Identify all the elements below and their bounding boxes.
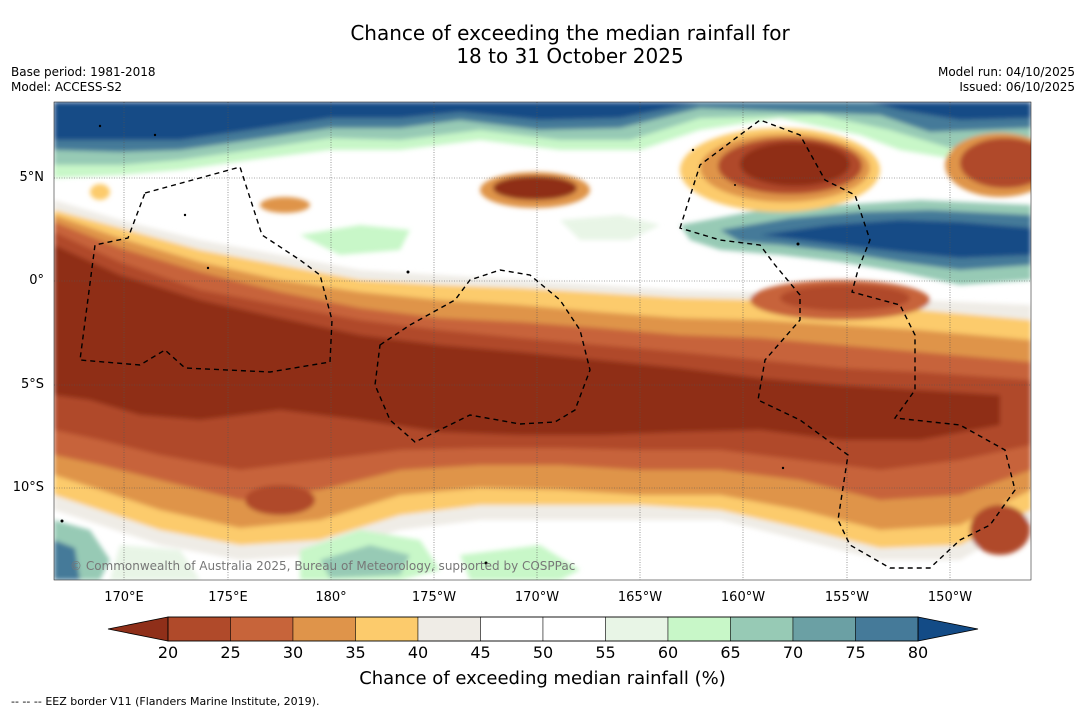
colorbar-tick-label: 75 bbox=[845, 643, 866, 662]
colorbar-extend-low bbox=[107, 616, 169, 642]
colorbar-bin bbox=[230, 616, 294, 642]
colorbar-tick-label: 80 bbox=[907, 643, 929, 662]
colorbar-bin bbox=[605, 616, 669, 642]
colorbar-tick-label: 30 bbox=[282, 643, 304, 662]
model-run-label: Model run: 04/10/2025 bbox=[937, 65, 1075, 79]
colorbar-bin bbox=[855, 616, 919, 642]
lon-label-160w: 160°W bbox=[720, 590, 766, 605]
eez-legend-text: EEZ border V11 (Flanders Marine Institut… bbox=[45, 695, 320, 708]
eez-legend-symbol: -- -- -- bbox=[11, 695, 42, 708]
colorbar-bin bbox=[167, 616, 231, 642]
lon-label-175w: 175°W bbox=[411, 590, 457, 605]
colorbar-tick-label: 70 bbox=[782, 643, 804, 662]
colorbar-bin bbox=[730, 616, 794, 642]
colorbar-bin bbox=[417, 616, 481, 642]
model-label: Model: ACCESS-S2 bbox=[11, 80, 123, 94]
colorbar-bin bbox=[355, 616, 419, 642]
lat-label-0: 0° bbox=[29, 273, 44, 288]
colorbar-bin bbox=[292, 616, 356, 642]
colorbar-bin bbox=[480, 616, 544, 642]
lat-label-10s: 10°S bbox=[12, 480, 44, 495]
colorbar-title: Chance of exceeding median rainfall (%) bbox=[359, 668, 726, 689]
lon-label-170w: 170°W bbox=[514, 590, 560, 605]
colorbar-bin bbox=[792, 616, 856, 642]
rainfall-probability-field bbox=[54, 102, 1031, 580]
colorbar-tick-label: 35 bbox=[345, 643, 366, 662]
colorbar-tick-label: 45 bbox=[470, 643, 491, 662]
map-title-line1: Chance of exceeding the median rainfall … bbox=[350, 21, 790, 45]
colorbar-bin bbox=[667, 616, 731, 642]
colorbar-tick-label: 50 bbox=[532, 643, 554, 662]
lon-label-170e: 170°E bbox=[104, 590, 144, 605]
colorbar-bin bbox=[542, 616, 606, 642]
map-title-line2: 18 to 31 October 2025 bbox=[456, 44, 684, 68]
lon-label-165w: 165°W bbox=[617, 590, 663, 605]
eez-borders bbox=[79, 119, 1016, 569]
colorbar-tick-label: 20 bbox=[157, 643, 179, 662]
lon-label-150w: 150°W bbox=[927, 590, 973, 605]
copyright-credit: © Commonwealth of Australia 2025, Bureau… bbox=[70, 559, 576, 573]
base-period-label: Base period: 1981-2018 bbox=[11, 65, 156, 79]
lat-label-5n: 5°N bbox=[19, 170, 45, 185]
colorbar-tick-label: 65 bbox=[720, 643, 741, 662]
graticule bbox=[54, 102, 1031, 580]
colorbar-tick-label: 25 bbox=[220, 643, 241, 662]
lon-label-180: 180° bbox=[315, 590, 347, 605]
lat-label-5s: 5°S bbox=[20, 377, 44, 392]
issued-label: Issued: 06/10/2025 bbox=[959, 80, 1075, 94]
lon-label-155w: 155°W bbox=[824, 590, 870, 605]
eez-legend: -- -- -- EEZ border V11 (Flanders Marine… bbox=[11, 695, 319, 708]
island-markers bbox=[60, 124, 800, 565]
colorbar-tick-label: 60 bbox=[657, 643, 679, 662]
colorbar-tick-label: 40 bbox=[407, 643, 429, 662]
colorbar-tick-label: 55 bbox=[595, 643, 616, 662]
colorbar-extend-high bbox=[917, 616, 979, 642]
lon-label-175e: 175°E bbox=[208, 590, 248, 605]
colorbar bbox=[107, 616, 979, 642]
